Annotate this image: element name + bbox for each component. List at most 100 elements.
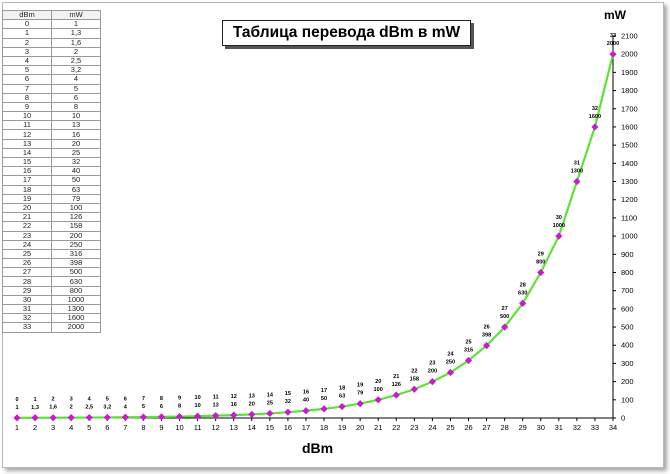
y-tick-label: 300	[621, 359, 634, 368]
point-label-mw: 1600	[589, 114, 601, 120]
point-label-dbm: 32	[592, 106, 598, 112]
table-cell-mw: 1,3	[51, 28, 101, 39]
data-point-marker	[482, 342, 491, 350]
y-tick-label: 0	[621, 414, 625, 423]
point-label-dbm: 18	[339, 386, 345, 392]
table-cell-mw: 16	[51, 129, 101, 140]
point-label-mw: 316	[464, 348, 473, 354]
table-row: 12 16	[2, 129, 101, 140]
point-label-mw: 100	[374, 387, 383, 393]
point-label-mw: 500	[500, 314, 509, 320]
point-label-mw: 800	[536, 259, 545, 265]
x-tick-label: 7	[123, 423, 127, 432]
x-tick-label: 29	[519, 423, 527, 432]
point-label-dbm: 9	[178, 396, 181, 402]
point-label-dbm: 6	[124, 396, 127, 402]
data-point-marker	[356, 400, 364, 408]
data-point-marker	[175, 412, 184, 421]
x-tick-label: 23	[410, 423, 418, 432]
data-point-marker	[139, 413, 148, 421]
table-row: 11 13	[2, 120, 101, 131]
point-label-dbm: 11	[213, 395, 219, 401]
table-row: 24 250	[2, 239, 101, 250]
y-tick-label: 600	[621, 304, 634, 313]
y-tick-label: 500	[621, 323, 634, 332]
x-tick-label: 33	[591, 423, 599, 432]
y-tick-label: 1200	[621, 195, 638, 204]
point-label-dbm: 17	[321, 388, 327, 394]
table-cell-dbm: 6	[2, 74, 52, 85]
data-point-marker	[320, 405, 328, 413]
y-tick-label: 100	[621, 395, 634, 404]
data-point-marker	[392, 391, 400, 399]
table-cell-mw: 1,6	[51, 37, 101, 48]
point-label-dbm: 15	[285, 391, 291, 397]
table-cell-mw: 250	[51, 239, 101, 250]
table-row: 20 100	[2, 202, 101, 214]
x-tick-label: 6	[105, 423, 109, 432]
table-cell-mw: 32	[51, 156, 101, 168]
data-point-marker	[284, 408, 292, 416]
x-tick-label: 10	[175, 423, 183, 432]
data-point-marker	[85, 413, 93, 422]
point-label-mw: 250	[446, 360, 455, 366]
x-tick-label: 18	[320, 423, 328, 432]
point-label-dbm: 23	[429, 361, 435, 367]
point-label-dbm: 24	[447, 352, 454, 358]
table-cell-mw: 4	[51, 74, 101, 85]
point-label-dbm: 25	[465, 340, 471, 346]
x-tick-label: 14	[248, 423, 256, 432]
point-label-dbm: 29	[538, 251, 544, 257]
chart-frame	[2, 2, 664, 468]
x-tick-label: 34	[609, 423, 617, 432]
point-label-dbm: 2	[52, 397, 55, 403]
x-tick-label: 9	[159, 423, 163, 432]
point-label-mw: 6	[160, 404, 163, 410]
point-label-mw: 25	[267, 400, 273, 406]
point-label-dbm: 22	[411, 368, 417, 374]
x-tick-label: 28	[500, 423, 508, 432]
data-point-marker	[537, 268, 545, 277]
data-point-marker	[428, 378, 436, 386]
point-label-dbm: 20	[375, 379, 381, 385]
y-tick-label: 2100	[621, 32, 638, 41]
table-row: 13 20	[2, 138, 101, 149]
table-cell-mw: 40	[51, 166, 101, 177]
table-row: 32 1600	[2, 313, 101, 324]
y-tick-label: 1000	[621, 232, 638, 241]
table-cell-dbm: 13	[2, 138, 52, 149]
point-label-dbm: 30	[556, 215, 562, 221]
point-label-dbm: 33	[610, 33, 616, 39]
table-cell-mw: 20	[51, 138, 101, 149]
point-label-mw: 13	[213, 403, 219, 409]
point-label-mw: 1000	[553, 223, 565, 229]
data-point-marker	[446, 368, 455, 377]
chart-title: Таблица перевода dBm в mW	[232, 24, 461, 41]
x-tick-label: 3	[51, 423, 55, 432]
point-label-mw: 1	[15, 405, 18, 411]
data-point-marker	[67, 414, 75, 422]
y-tick-label: 400	[621, 341, 634, 350]
table-row: 14 25	[2, 147, 101, 159]
point-label-dbm: 10	[194, 395, 200, 401]
point-label-dbm: 7	[142, 396, 145, 402]
table-row: 31 1300	[2, 303, 101, 315]
table-cell-mw: 800	[51, 285, 101, 296]
x-tick-label: 16	[284, 423, 292, 432]
data-point-marker	[302, 407, 310, 415]
x-axis-title: dBm	[302, 440, 334, 456]
y-tick-label: 1600	[621, 122, 638, 131]
point-label-dbm: 31	[574, 161, 580, 167]
point-label-dbm: 5	[106, 396, 109, 402]
table-cell-mw: 2	[51, 46, 101, 57]
table-cell-dbm: 17	[2, 175, 52, 186]
table-cell-dbm: 23	[2, 230, 52, 241]
table-cell-dbm: 11	[2, 120, 52, 131]
y-tick-label: 900	[621, 250, 634, 259]
data-point-marker	[338, 402, 346, 411]
data-point-marker	[464, 356, 473, 365]
x-tick-label: 24	[428, 423, 436, 432]
table-cell-dbm: 18	[2, 184, 52, 195]
table-row: 27 500	[2, 267, 101, 278]
